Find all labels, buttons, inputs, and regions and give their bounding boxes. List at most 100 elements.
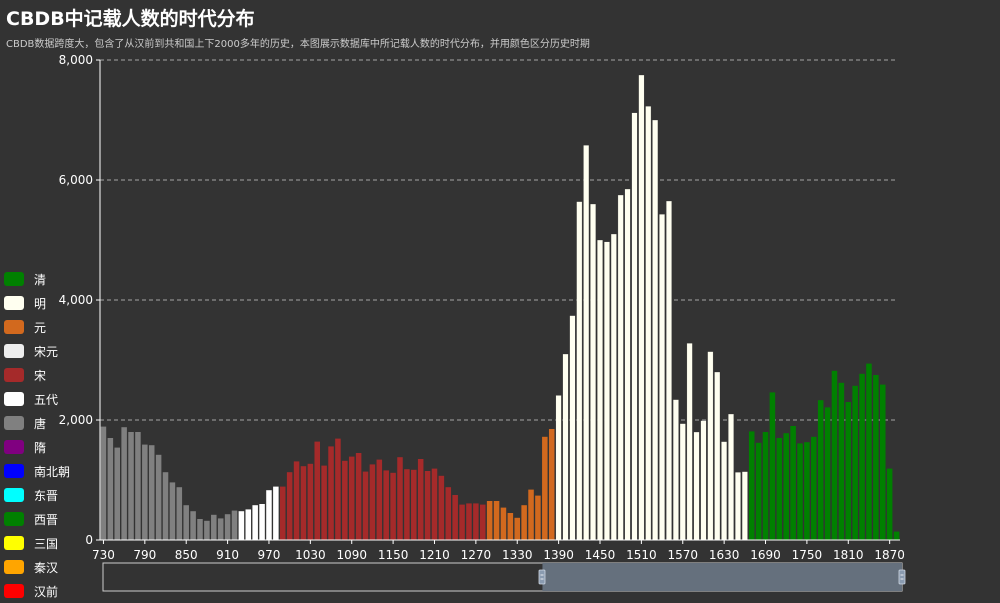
legend-item[interactable]: 五代	[4, 387, 84, 411]
bar[interactable]	[886, 468, 893, 540]
bar[interactable]	[645, 106, 652, 541]
bar[interactable]	[838, 382, 845, 540]
bar[interactable]	[514, 517, 520, 540]
bar[interactable]	[452, 495, 458, 540]
bar[interactable]	[535, 495, 541, 540]
bar[interactable]	[142, 444, 148, 540]
bar[interactable]	[542, 436, 548, 540]
bar[interactable]	[776, 438, 783, 540]
bar[interactable]	[804, 442, 810, 540]
bar[interactable]	[866, 363, 872, 540]
bar[interactable]	[431, 468, 438, 540]
bar[interactable]	[576, 201, 583, 541]
bar[interactable]	[438, 475, 445, 540]
bar[interactable]	[459, 504, 465, 540]
bar[interactable]	[624, 188, 631, 541]
bar[interactable]	[190, 511, 196, 540]
bar[interactable]	[404, 469, 410, 540]
bar[interactable]	[369, 464, 376, 540]
bar[interactable]	[204, 520, 210, 540]
bar[interactable]	[245, 509, 252, 540]
legend-item[interactable]: 秦汉	[4, 555, 84, 579]
bar[interactable]	[638, 74, 645, 541]
bar[interactable]	[597, 239, 603, 541]
bar[interactable]	[859, 373, 865, 540]
bar[interactable]	[735, 472, 741, 541]
bar[interactable]	[362, 471, 369, 540]
legend-item[interactable]: 清	[4, 267, 84, 291]
bar[interactable]	[583, 145, 590, 541]
bar[interactable]	[376, 459, 383, 540]
bar[interactable]	[266, 490, 272, 540]
bar[interactable]	[252, 505, 258, 540]
bar[interactable]	[211, 514, 217, 540]
legend-item[interactable]: 宋元	[4, 339, 84, 363]
bar[interactable]	[280, 486, 286, 540]
bar[interactable]	[797, 443, 803, 540]
bar[interactable]	[335, 438, 341, 540]
bar[interactable]	[273, 486, 279, 540]
bar[interactable]	[707, 351, 714, 541]
bar[interactable]	[700, 420, 707, 541]
bar[interactable]	[383, 470, 389, 540]
bar[interactable]	[769, 392, 776, 540]
bar[interactable]	[197, 519, 203, 540]
bar[interactable]	[424, 471, 431, 540]
bar[interactable]	[466, 503, 472, 540]
zoom-handle-right[interactable]	[898, 569, 906, 585]
bar[interactable]	[300, 466, 307, 540]
bar[interactable]	[417, 459, 424, 540]
bar[interactable]	[521, 505, 527, 540]
legend-item[interactable]: 隋	[4, 435, 84, 459]
bar[interactable]	[783, 433, 789, 540]
bar[interactable]	[121, 427, 127, 540]
bar[interactable]	[672, 399, 679, 541]
bar[interactable]	[666, 200, 672, 541]
bar[interactable]	[755, 442, 762, 540]
bar[interactable]	[562, 353, 569, 541]
bar[interactable]	[328, 446, 334, 540]
bar[interactable]	[259, 504, 265, 540]
bar[interactable]	[128, 432, 134, 540]
bar[interactable]	[811, 436, 817, 540]
bar[interactable]	[162, 472, 169, 540]
legend-item[interactable]: 西晋	[4, 507, 84, 531]
bar[interactable]	[486, 501, 493, 540]
bar[interactable]	[652, 119, 659, 541]
bar[interactable]	[169, 482, 176, 540]
bar[interactable]	[224, 514, 231, 540]
bar[interactable]	[873, 375, 879, 540]
bar[interactable]	[880, 384, 886, 540]
bar[interactable]	[845, 402, 852, 540]
bar[interactable]	[721, 441, 728, 541]
bar[interactable]	[390, 472, 396, 540]
bar[interactable]	[679, 423, 686, 541]
legend-item[interactable]: 东晋	[4, 483, 84, 507]
bar[interactable]	[893, 531, 900, 540]
bar[interactable]	[293, 461, 300, 540]
bar[interactable]	[617, 194, 624, 541]
bar[interactable]	[507, 513, 514, 540]
bar[interactable]	[741, 471, 748, 541]
bar[interactable]	[348, 456, 355, 540]
bar[interactable]	[107, 438, 114, 540]
bar[interactable]	[176, 487, 183, 540]
bar[interactable]	[631, 112, 638, 541]
legend-item[interactable]: 唐	[4, 411, 84, 435]
bar[interactable]	[155, 454, 162, 540]
bar[interactable]	[355, 453, 362, 540]
bar[interactable]	[314, 441, 320, 540]
bar[interactable]	[852, 385, 858, 540]
bar[interactable]	[569, 315, 576, 541]
legend-item[interactable]: 汉前	[4, 579, 84, 603]
legend-item[interactable]: 三国	[4, 531, 84, 555]
bar[interactable]	[555, 395, 562, 541]
bar[interactable]	[238, 511, 245, 540]
bar[interactable]	[342, 460, 348, 540]
bar[interactable]	[286, 472, 293, 540]
zoom-handle-left[interactable]	[538, 569, 546, 585]
bar[interactable]	[762, 432, 769, 540]
bar[interactable]	[321, 465, 327, 540]
bar[interactable]	[831, 370, 838, 540]
legend-item[interactable]: 南北朝	[4, 459, 84, 483]
